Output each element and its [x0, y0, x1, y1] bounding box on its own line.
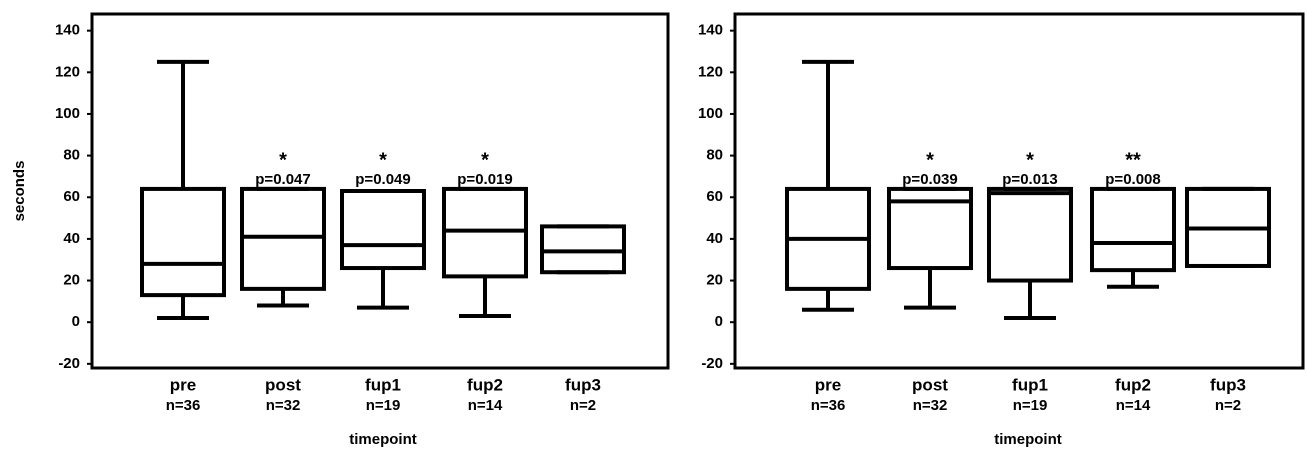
y-tick-label: 0: [72, 313, 80, 330]
x-tick-label: fup2: [1115, 375, 1151, 394]
x-tick-label: post: [912, 375, 948, 394]
significance: *: [279, 149, 287, 171]
n-label: n=32: [913, 397, 948, 414]
x-tick-label: pre: [170, 375, 196, 394]
chart: -20 0 20 40 60 80 100 120 140 seconds timepoint pre…: [11, 12, 670, 448]
y-tick-label: 40: [706, 230, 723, 247]
n-label: n=36: [811, 397, 846, 414]
significance: *: [481, 149, 489, 171]
x-tick-label: post: [265, 375, 301, 394]
x-tick-label: fup1: [1012, 375, 1048, 394]
y-tick-label: 120: [698, 63, 723, 80]
p-label: p=0.019: [457, 171, 512, 188]
p-label: p=0.047: [255, 171, 310, 188]
x-tick-label: fup1: [365, 375, 401, 394]
y-tick-label: 140: [55, 22, 80, 39]
significance: **: [1125, 149, 1141, 171]
y-tick-label: 120: [55, 63, 80, 80]
y-tick-label: -20: [701, 355, 723, 372]
y-tick-label: 60: [63, 188, 80, 205]
plot-frame: [90, 12, 670, 370]
box: [442, 186, 528, 279]
y-tick-label: 100: [55, 105, 80, 122]
x-axis-label: timepoint: [994, 431, 1062, 448]
box: [140, 186, 226, 298]
p-label: p=0.049: [355, 171, 410, 188]
y-tick-label: 60: [706, 188, 723, 205]
p-label: p=0.039: [902, 171, 957, 188]
significance: *: [379, 149, 387, 171]
y-tick-label: 20: [706, 272, 723, 289]
x-tick-label: fup3: [1210, 375, 1246, 394]
n-label: n=14: [468, 397, 503, 414]
y-tick-label: 40: [63, 230, 80, 247]
n-label: n=36: [166, 397, 201, 414]
y-tick-label: 140: [698, 22, 723, 39]
box: [987, 186, 1073, 283]
significance: *: [1026, 149, 1034, 171]
p-label: p=0.008: [1105, 171, 1160, 188]
y-tick-label: 80: [63, 147, 80, 164]
box: [1090, 186, 1176, 273]
box: [540, 224, 626, 275]
y-tick-label: 20: [63, 272, 80, 289]
plot-frame: [733, 12, 1305, 370]
n-label: n=32: [266, 397, 301, 414]
y-tick-label: 80: [706, 147, 723, 164]
y-tick-label: 0: [715, 313, 723, 330]
x-tick-label: pre: [815, 375, 841, 394]
significance: *: [926, 149, 934, 171]
n-label: n=19: [366, 397, 401, 414]
box: [240, 186, 326, 291]
x-tick-label: fup2: [467, 375, 503, 394]
box: [887, 186, 973, 271]
chart: -20 0 20 40 60 80 100 120 140 timepoint pre n=36 pos…: [698, 12, 1305, 448]
box: [340, 189, 426, 271]
n-label: n=14: [1116, 397, 1151, 414]
n-label: n=2: [570, 397, 596, 414]
y-tick-label: -20: [58, 355, 80, 372]
y-tick-label: 100: [698, 105, 723, 122]
x-axis-label: timepoint: [349, 431, 417, 448]
p-label: p=0.013: [1002, 171, 1057, 188]
y-axis-label: seconds: [11, 161, 28, 222]
n-label: n=19: [1013, 397, 1048, 414]
x-tick-label: fup3: [565, 375, 601, 394]
n-label: n=2: [1215, 397, 1241, 414]
